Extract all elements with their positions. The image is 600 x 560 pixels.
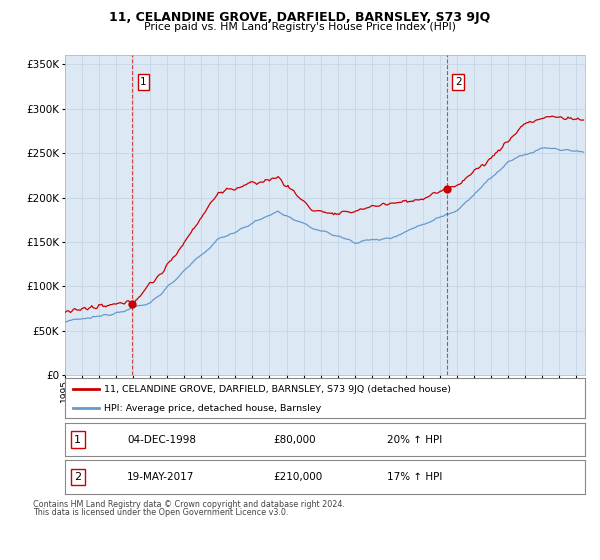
Text: HPI: Average price, detached house, Barnsley: HPI: Average price, detached house, Barn… (104, 404, 321, 413)
Text: 17% ↑ HPI: 17% ↑ HPI (388, 472, 443, 482)
Text: This data is licensed under the Open Government Licence v3.0.: This data is licensed under the Open Gov… (33, 508, 289, 517)
Text: 11, CELANDINE GROVE, DARFIELD, BARNSLEY, S73 9JQ (detached house): 11, CELANDINE GROVE, DARFIELD, BARNSLEY,… (104, 385, 451, 394)
Text: 1: 1 (140, 77, 147, 87)
Text: 04-DEC-1998: 04-DEC-1998 (127, 435, 196, 445)
Text: £80,000: £80,000 (273, 435, 316, 445)
Text: 2: 2 (74, 472, 82, 482)
Text: 1: 1 (74, 435, 82, 445)
Text: £210,000: £210,000 (273, 472, 322, 482)
Text: Contains HM Land Registry data © Crown copyright and database right 2024.: Contains HM Land Registry data © Crown c… (33, 500, 345, 508)
Text: Price paid vs. HM Land Registry's House Price Index (HPI): Price paid vs. HM Land Registry's House … (144, 22, 456, 32)
Text: 2: 2 (455, 77, 461, 87)
Text: 20% ↑ HPI: 20% ↑ HPI (388, 435, 443, 445)
Text: 19-MAY-2017: 19-MAY-2017 (127, 472, 194, 482)
Text: 11, CELANDINE GROVE, DARFIELD, BARNSLEY, S73 9JQ: 11, CELANDINE GROVE, DARFIELD, BARNSLEY,… (109, 11, 491, 24)
